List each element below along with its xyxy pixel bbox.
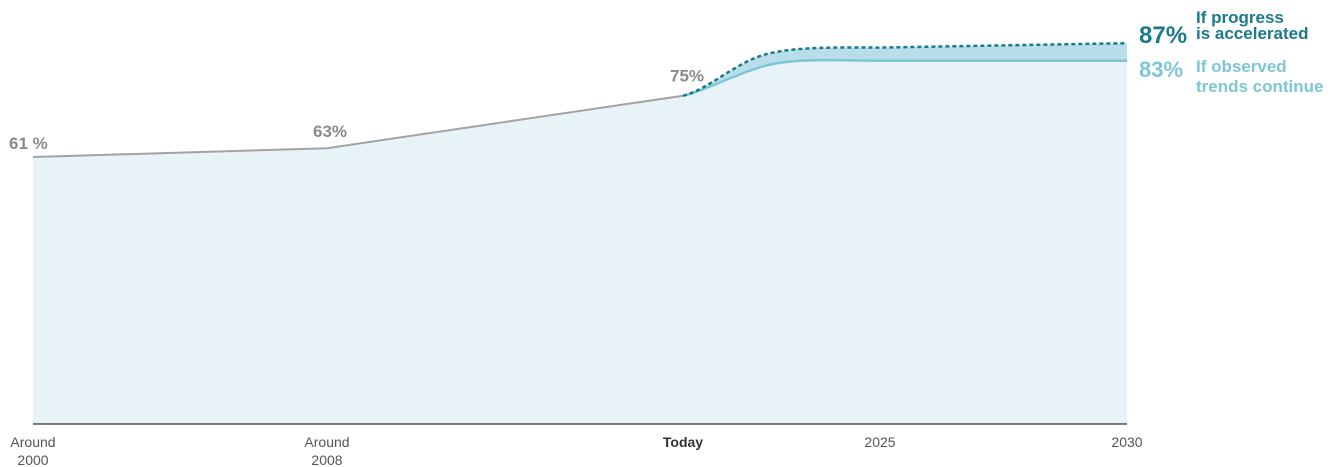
accelerated-scenario-label-line1: If progress (1196, 8, 1284, 27)
data-label-today: 75% (670, 67, 704, 86)
observed-scenario-label-line1: If observed (1196, 57, 1287, 76)
accelerated-value-label: 87% (1139, 22, 1187, 49)
data-label-around2008: 63% (313, 122, 347, 141)
x-tick-label-line1: Around (304, 434, 349, 450)
x-tick-label-y2025: 2025 (864, 434, 895, 450)
x-tick-label-around2000: Around 2000 (10, 434, 55, 467)
observed-trend-line (682, 58, 1127, 97)
scenario-band-group (683, 43, 1127, 96)
x-tick-label-today: Today (663, 434, 703, 450)
accelerated-progress-line (682, 41, 1128, 97)
x-tick-label-line1: 2025 (864, 434, 895, 450)
observed-value-label: 83% (1139, 57, 1183, 82)
area-fill (33, 60, 1127, 425)
accelerated-scenario-label: If progress is accelerated (1196, 8, 1308, 43)
x-tick-label-line1: Around (10, 434, 55, 450)
x-tick-label-line2: 2000 (17, 452, 48, 467)
x-tick-label-line2: 2008 (311, 452, 342, 467)
x-tick-label-y2030: 2030 (1111, 434, 1142, 450)
observed-scenario-label: If observed trends continue (1196, 57, 1324, 96)
series-lines-group (32, 41, 1128, 158)
x-tick-label-line1: Today (663, 434, 703, 450)
scenario-band (683, 43, 1127, 96)
data-label-around2000: 61 % (9, 134, 48, 153)
observed-scenario-label-line2: trends continue (1196, 77, 1324, 96)
x-tick-labels-group: Around 2000 Around 2008 Today 2025 2030 (10, 434, 1142, 467)
x-tick-label-around2008: Around 2008 (304, 434, 349, 467)
plot-area-group (33, 60, 1127, 425)
data-labels-group: 61 % 63% 75% 87% If progress is accelerated 83… (9, 8, 1324, 153)
x-tick-label-line1: 2030 (1111, 434, 1142, 450)
accelerated-scenario-label-line2: is accelerated (1196, 24, 1308, 43)
historical-line (32, 94, 684, 158)
